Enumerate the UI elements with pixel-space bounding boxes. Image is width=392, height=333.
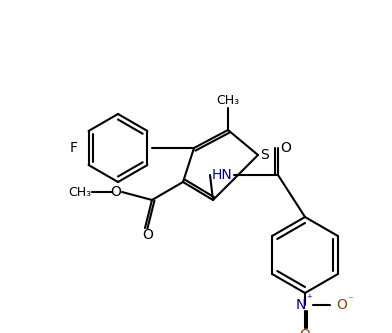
Text: O: O <box>111 185 122 199</box>
Text: HN: HN <box>212 168 232 182</box>
Text: N: N <box>296 298 306 312</box>
Text: O: O <box>281 141 291 155</box>
Text: O: O <box>299 328 310 333</box>
Text: CH₃: CH₃ <box>69 185 92 198</box>
Text: O: O <box>143 228 153 242</box>
Text: CH₃: CH₃ <box>216 94 240 107</box>
Text: S: S <box>261 148 269 162</box>
Text: O: O <box>337 298 347 312</box>
Text: F: F <box>70 141 78 155</box>
Text: ⁺: ⁺ <box>306 294 312 304</box>
Text: ⁻: ⁻ <box>347 295 353 305</box>
